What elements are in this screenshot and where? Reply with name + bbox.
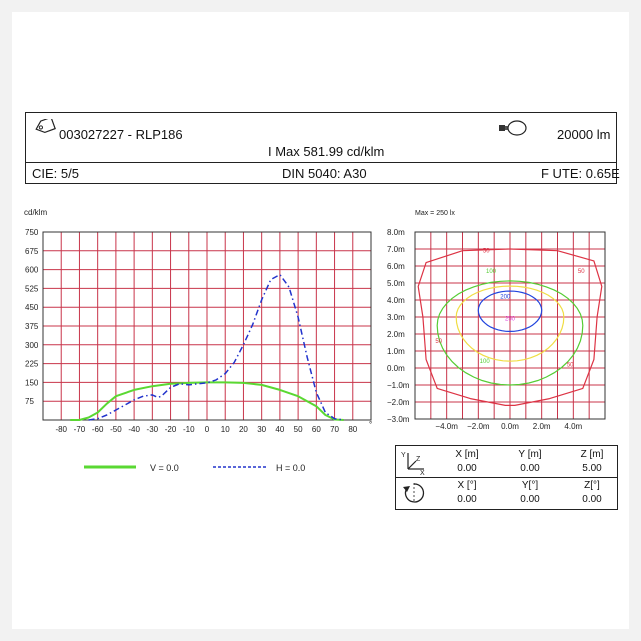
contour-line-50 [417, 248, 603, 406]
x-tick-label: 70 [330, 425, 339, 434]
value-x-deg: 0.00 [457, 494, 477, 505]
y-tick-label: 375 [25, 322, 39, 331]
din-class: DIN 5040: A30 [282, 166, 367, 181]
series-line-v [70, 381, 344, 421]
x-tick-label: 0.0m [501, 422, 519, 431]
x-tick-label: 40 [275, 425, 284, 434]
x-tick-label: -50 [110, 425, 122, 434]
header-z-deg: Z[°] [584, 480, 600, 491]
position-table: Y Z X X [m] Y [m] Z [m] 0.00 0.00 5.00 X… [395, 445, 618, 510]
luminous-flux: 20000 lm [557, 127, 611, 142]
x-tick-label: -80 [55, 425, 67, 434]
x-tick-label: 2.0m [533, 422, 551, 431]
cie-class: CIE: 5/5 [32, 166, 79, 181]
y-tick-label: −3.0m [387, 415, 410, 424]
contour-label: 100 [486, 269, 497, 275]
x-tick-label: -70 [74, 425, 86, 434]
y-axis-unit: cd/klm [24, 208, 47, 217]
x-tick-label: 80 [348, 425, 357, 434]
y-tick-label: 150 [25, 378, 39, 387]
value-z-deg: 0.00 [582, 494, 602, 505]
isolux-chart: Max = 250 lx 8.0m 7.0m 6.0m 5.0m 4.0m 3.0m 2.0m… [387, 210, 606, 431]
header-divider [26, 162, 616, 163]
y-tick-label: −2.0m [387, 398, 410, 407]
product-code: 003027227 - RLP186 [59, 127, 183, 142]
fute-class: F UTE: 0.65E [541, 166, 620, 181]
x-tick-label: 20 [239, 425, 248, 434]
axis-z-letter: Z [416, 456, 421, 463]
y-tick-label: −1.0m [387, 381, 410, 390]
value-z-m: 5.00 [582, 463, 602, 474]
contour-label: 50 [578, 269, 585, 275]
contour-label: 200 [500, 295, 511, 301]
contour-label: 50 [483, 249, 490, 255]
x-tick-label: −4.0m [435, 422, 458, 431]
legend-label: H = 0.0 [276, 463, 305, 473]
x-tick-label: -10 [183, 425, 195, 434]
header-y-m: Y [m] [518, 449, 542, 460]
contour-label: 100 [480, 359, 491, 365]
y-tick-label: 6.0m [387, 262, 405, 271]
y-tick-label: 4.0m [387, 296, 405, 305]
luminaire-header: 003027227 - RLP186 20000 lm I Max 581.99… [25, 112, 620, 184]
contour-line-150 [455, 285, 565, 362]
y-tick-label: 525 [25, 284, 39, 293]
header-x-m: X [m] [455, 449, 479, 460]
x-tick-label: -30 [147, 425, 159, 434]
contour-line-100 [436, 280, 584, 386]
contour-label: 50 [567, 363, 574, 369]
x-tick-label: 10 [221, 425, 230, 434]
xyz-axes-icon: Y Z X [400, 449, 426, 480]
x-tick-label: 4.0m [564, 422, 582, 431]
axis-y-letter: Y [401, 452, 406, 459]
x-tick-label: -40 [128, 425, 140, 434]
table-divider [396, 477, 617, 478]
y-tick-label: 75 [25, 397, 34, 406]
rotation-icon [401, 481, 427, 510]
x-tick-label: 60 [312, 425, 321, 434]
value-y-m: 0.00 [520, 463, 540, 474]
y-tick-label: 2.0m [387, 330, 405, 339]
intensity-max: I Max 581.99 cd/klm [268, 144, 385, 159]
plot-frame [414, 231, 606, 420]
header-x-deg: X [°] [457, 480, 477, 491]
header-z-m: Z [m] [580, 449, 604, 460]
x-tick-label: -20 [165, 425, 177, 434]
y-tick-label: 675 [25, 247, 39, 256]
contour-label: 250 [505, 317, 516, 323]
x-tick-label: 30 [257, 425, 266, 434]
y-tick-label: 1.0m [387, 347, 405, 356]
y-tick-label: 750 [25, 228, 39, 237]
x-tick-label: 0 [205, 425, 210, 434]
x-axis-unit: ° [369, 420, 372, 429]
tag-icon [34, 116, 56, 140]
y-tick-label: 225 [25, 360, 39, 369]
y-tick-label: 450 [25, 303, 39, 312]
header-y-deg: Y[°] [521, 480, 539, 491]
contour-line-200 [477, 290, 543, 333]
plot-frame [42, 231, 372, 421]
x-tick-label: -60 [92, 425, 104, 434]
y-tick-label: 3.0m [387, 313, 405, 322]
legend-label: V = 0.0 [150, 463, 179, 473]
lamp-icon [498, 119, 528, 142]
value-x-m: 0.00 [457, 463, 477, 474]
y-tick-label: 8.0m [387, 228, 405, 237]
y-tick-label: 7.0m [387, 245, 405, 254]
contour-label: 50 [435, 339, 442, 345]
value-y-deg: 0.00 [520, 494, 540, 505]
y-tick-label: 600 [25, 266, 39, 275]
y-tick-label: 5.0m [387, 279, 405, 288]
contour-title: Max = 250 lx [415, 210, 455, 217]
y-tick-label: 300 [25, 341, 39, 350]
axis-x-letter: X [420, 470, 425, 475]
x-tick-label: 50 [294, 425, 303, 434]
x-tick-label: −2.0m [467, 422, 490, 431]
y-tick-label: 0.0m [387, 364, 405, 373]
series-line-h [88, 273, 344, 421]
